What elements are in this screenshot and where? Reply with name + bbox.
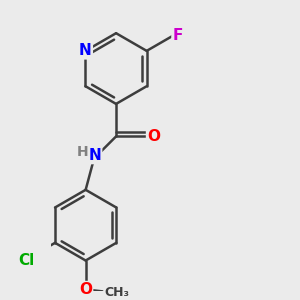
Text: F: F bbox=[172, 28, 183, 44]
Text: CH₃: CH₃ bbox=[104, 286, 129, 299]
Text: O: O bbox=[79, 282, 92, 297]
Text: N: N bbox=[88, 148, 101, 163]
Text: N: N bbox=[79, 44, 92, 59]
Text: Cl: Cl bbox=[18, 253, 34, 268]
Text: O: O bbox=[147, 129, 160, 144]
Text: H: H bbox=[77, 145, 88, 159]
